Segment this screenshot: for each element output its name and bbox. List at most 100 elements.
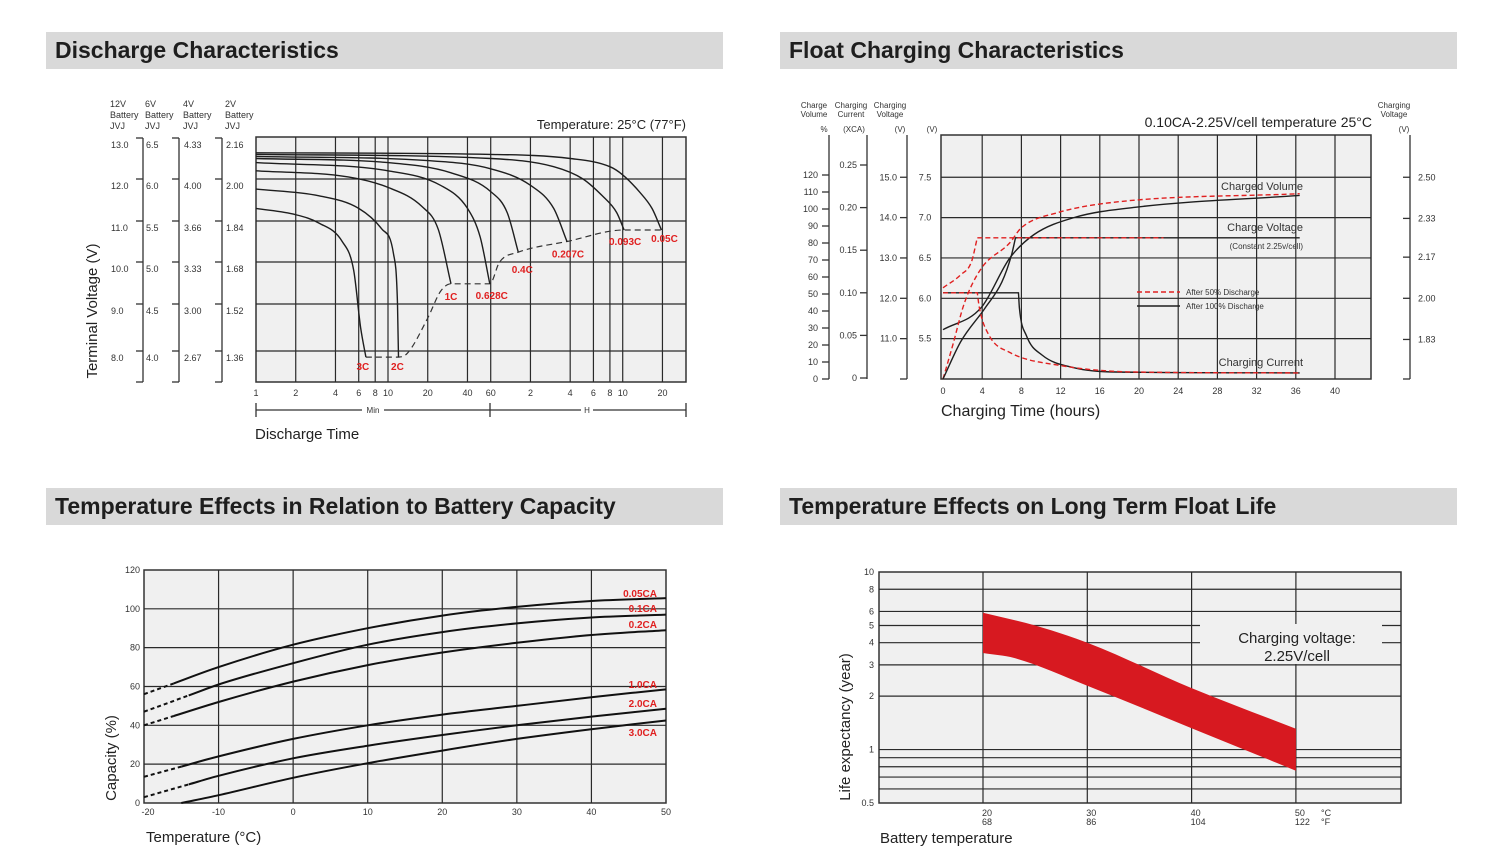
y-tick-label: 80 bbox=[130, 643, 140, 653]
y-tick-label: 6 bbox=[869, 606, 874, 616]
y-tick-label: 13.0 bbox=[111, 140, 129, 150]
x-unit-fahrenheit: °F bbox=[1321, 817, 1331, 827]
charge-voltage-curve bbox=[942, 237, 1164, 289]
charging-current-tick: 0.25 bbox=[839, 160, 857, 170]
charging-current-tick: 0.15 bbox=[839, 245, 857, 255]
y-tick-label: 4 bbox=[869, 638, 874, 648]
y-tick-label: 2.67 bbox=[184, 353, 202, 363]
x-tick-label: 40 bbox=[1330, 386, 1340, 396]
discharge-chart: 1 2 4 6 8 10 20 40 60 2 4 6 8 10 2012VBatteryJVJ13.012… bbox=[84, 99, 687, 443]
y-tick-label: 3 bbox=[869, 660, 874, 670]
x-tick-label: 10 bbox=[363, 807, 373, 817]
discharge-curve-0.093C bbox=[255, 153, 625, 231]
charge-volume-tick: 90 bbox=[808, 221, 818, 231]
y-tick-label: 3.00 bbox=[184, 306, 202, 316]
y-tick-label: 5 bbox=[869, 621, 874, 631]
x-tick-label: 30 bbox=[512, 807, 522, 817]
charge-volume-tick: 0 bbox=[813, 374, 818, 384]
y-tick-label: 2.16 bbox=[226, 140, 244, 150]
axis-unit: (V) bbox=[895, 125, 906, 134]
charge-volume-tick: 50 bbox=[808, 289, 818, 299]
x-tick-label: 32 bbox=[1252, 386, 1262, 396]
x-tick-label: 20 bbox=[657, 388, 667, 398]
temp-capacity-header: Temperature Effects in Relation to Batte… bbox=[46, 488, 723, 525]
y-tick-label: 6.0 bbox=[146, 181, 159, 191]
discharge-curve-0.05C bbox=[255, 152, 663, 231]
x-unit-celsius: °C bbox=[1321, 808, 1332, 818]
x-tick-label: 4 bbox=[980, 386, 985, 396]
charging-voltage-cell-tick: 1.83 bbox=[1418, 334, 1436, 344]
life-expectancy-band bbox=[983, 612, 1296, 771]
curve-label: 0.2CA bbox=[629, 620, 657, 631]
axis-unit: % bbox=[820, 125, 827, 134]
charging-voltage-6v-tick: 6.0 bbox=[919, 293, 932, 303]
y-scale-header: Battery bbox=[183, 110, 212, 120]
axis-header: Current bbox=[838, 110, 865, 119]
x-tick-label: 10 bbox=[618, 388, 628, 398]
y-scale-header: 12V bbox=[110, 99, 126, 109]
x-tick-label: 60 bbox=[486, 388, 496, 398]
curve-label: 2.0CA bbox=[629, 699, 657, 710]
charge-volume-tick: 100 bbox=[803, 204, 818, 214]
curve-label: 3C bbox=[356, 362, 369, 373]
charging-voltage-6v-tick: 5.5 bbox=[919, 334, 932, 344]
charging-voltage-cell-tick: 2.50 bbox=[1418, 172, 1436, 182]
x-tick-label: 20 bbox=[1134, 386, 1144, 396]
y-tick-label: 0 bbox=[135, 798, 140, 808]
y-tick-label: 100 bbox=[125, 604, 140, 614]
float-charging-chart: 0 4 8 12 16 20 24 28 32 36 40 0 10 20 30 40 50 60 70 80 90 10… bbox=[801, 101, 1436, 420]
x-tick-label: 0 bbox=[940, 386, 945, 396]
x-tick-label: 10 bbox=[383, 388, 393, 398]
axis-header: Charging bbox=[1378, 101, 1410, 110]
x-axis-title: Discharge Time bbox=[255, 426, 359, 443]
y-tick-label: 4.33 bbox=[184, 140, 202, 150]
charged-volume-label: Charged Volume bbox=[1221, 181, 1303, 193]
curve-label: 0.093C bbox=[609, 237, 641, 248]
axis-header: Charging bbox=[874, 101, 906, 110]
x-tick-label: -10 bbox=[212, 807, 225, 817]
charging-voltage-12v-tick: 11.0 bbox=[880, 334, 897, 344]
y-tick-label: 3.66 bbox=[184, 223, 202, 233]
discharge-curve-2C bbox=[255, 188, 400, 358]
y-scale-header: 4V bbox=[183, 99, 194, 109]
y-tick-label: 3.33 bbox=[184, 264, 202, 274]
y-axis-title: Life expectancy (year) bbox=[837, 653, 854, 801]
curve-label: 1.0CA bbox=[629, 680, 657, 691]
x-tick-label: 4 bbox=[333, 388, 338, 398]
x-tick-label: 4 bbox=[568, 388, 573, 398]
charging-current-label: Charging Current bbox=[1219, 357, 1303, 369]
discharge-curve-1C bbox=[255, 170, 452, 284]
curve-label: 2C bbox=[391, 362, 404, 373]
x-tick-label-fahrenheit: 86 bbox=[1086, 817, 1096, 827]
charge-voltage-label: Charge Voltage bbox=[1227, 222, 1303, 234]
x-tick-label: 12 bbox=[1056, 386, 1066, 396]
y-tick-label: 9.0 bbox=[111, 306, 124, 316]
float-life-header: Temperature Effects on Long Term Float L… bbox=[780, 488, 1457, 525]
y-tick-label: 1.84 bbox=[226, 223, 244, 233]
capacity-curve-3.0CA bbox=[181, 719, 667, 804]
charged-volume-curve bbox=[942, 193, 1300, 380]
x-tick-label: 20 bbox=[423, 388, 433, 398]
charge-volume-tick: 80 bbox=[808, 238, 818, 248]
float-charging-header: Float Charging Characteristics bbox=[780, 32, 1457, 69]
axis-header: Voltage bbox=[1381, 110, 1408, 119]
axis-header: Volume bbox=[801, 110, 828, 119]
y-tick-label: 12.0 bbox=[111, 181, 129, 191]
discharge-curve-0.207C bbox=[255, 155, 568, 242]
axis-header: Voltage bbox=[877, 110, 904, 119]
range-label-hours: H bbox=[584, 406, 590, 415]
y-tick-label: 5.0 bbox=[146, 264, 159, 274]
x-tick-label: 0 bbox=[291, 807, 296, 817]
charging-voltage-annotation-value: 2.25V/cell bbox=[1264, 648, 1330, 665]
x-tick-label-fahrenheit: 122 bbox=[1295, 817, 1310, 827]
x-tick-label: 8 bbox=[1019, 386, 1024, 396]
axis-header: Charge bbox=[801, 101, 828, 110]
charge-volume-tick: 30 bbox=[808, 323, 818, 333]
discharge-curve-3C bbox=[255, 207, 367, 358]
y-tick-label: 8.0 bbox=[111, 353, 124, 363]
capacity-curve-dashed-0.1CA bbox=[143, 694, 190, 713]
charge-volume-tick: 70 bbox=[808, 255, 818, 265]
x-tick-label-fahrenheit: 104 bbox=[1191, 817, 1206, 827]
range-label-bg bbox=[362, 404, 384, 416]
discharge-curve-0.4C bbox=[255, 157, 519, 253]
